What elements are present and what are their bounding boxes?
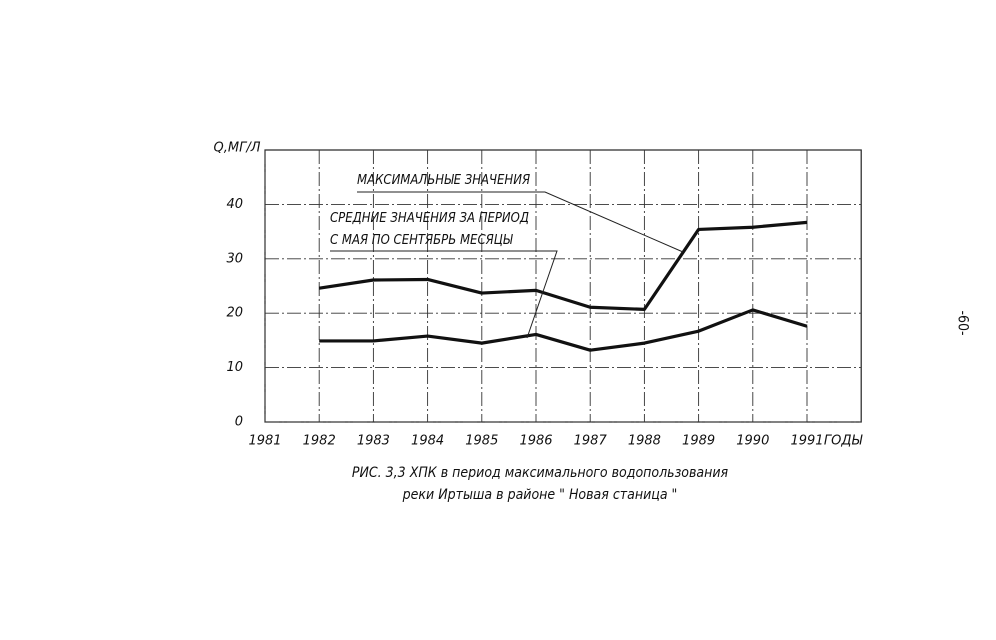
x-tick-label: 1981 (248, 434, 281, 449)
y-tick-label: 20 (226, 306, 243, 321)
series-annotation: СРЕДНИЕ ЗНАЧЕНИЯ ЗА ПЕРИОД С МАЯ ПО СЕНТ… (330, 211, 530, 248)
series-line (319, 308, 808, 352)
y-tick-label: 10 (226, 360, 243, 375)
series-line (318, 220, 808, 311)
x-tick-label: 1985 (465, 434, 498, 449)
page-number: -60- (954, 310, 971, 336)
x-tick-label: 1986 (519, 434, 552, 449)
x-tick-label: 1990 (736, 434, 769, 449)
x-tick-label: 1988 (628, 434, 661, 449)
caption: РИС. 3,3 ХПК в период максимального водо… (351, 465, 729, 503)
x-tick-label: 1987 (574, 434, 608, 449)
y-tick-label: 0 (235, 415, 243, 430)
leader-line (330, 250, 558, 339)
x-tick-label: 1991 (790, 434, 823, 449)
leader-line (357, 191, 684, 253)
x-tick-label: 1984 (411, 434, 444, 449)
y-tick-label: 40 (226, 197, 243, 212)
plot-frame (264, 149, 862, 423)
x-axis-label: ГОДЫ (824, 434, 864, 449)
x-tick-label: 1983 (357, 434, 390, 449)
y-tick-label: 30 (226, 251, 243, 266)
x-tick-label: 1982 (303, 434, 336, 449)
x-tick-label: 1989 (682, 434, 715, 449)
y-axis-label: Q,МГ/Л (214, 141, 261, 156)
series-annotation: МАКСИМАЛЬНЫЕ ЗНАЧЕНИЯ (357, 173, 531, 188)
